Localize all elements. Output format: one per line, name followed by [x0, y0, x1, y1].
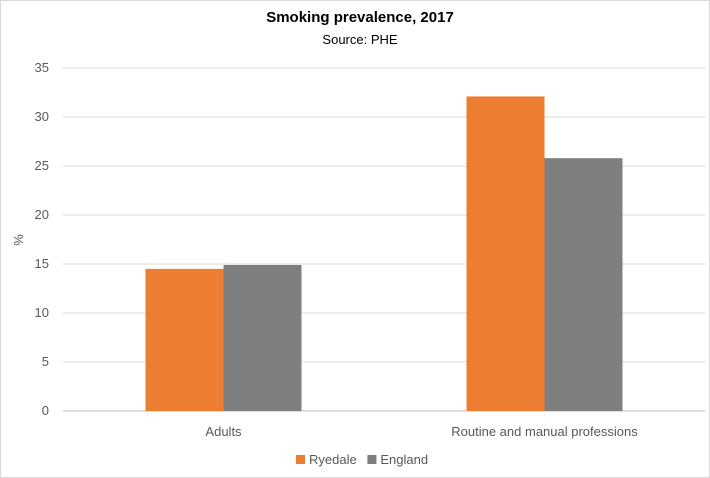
- y-tick-label: 0: [42, 403, 49, 418]
- y-tick-label: 15: [35, 256, 49, 271]
- category-label: Routine and manual professions: [451, 424, 638, 439]
- y-tick-label: 10: [35, 305, 49, 320]
- y-tick-label: 35: [35, 60, 49, 75]
- chart-subtitle: Source: PHE: [322, 32, 397, 47]
- category-labels: Adults Routine and manual professions: [205, 424, 638, 439]
- bar-ryedale-1: [145, 268, 224, 411]
- bar-england-1: [223, 264, 302, 411]
- bars: [145, 96, 623, 412]
- y-tick-labels: 0 5 10 15 20 25 30 35: [35, 60, 49, 418]
- bar-ryedale-2: [466, 96, 545, 412]
- y-tick-label: 30: [35, 109, 49, 124]
- y-tick-label: 25: [35, 158, 49, 173]
- y-tick-label: 20: [35, 207, 49, 222]
- category-label: Adults: [205, 424, 242, 439]
- legend-label-ryedale: Ryedale: [309, 452, 357, 467]
- legend: Ryedale England: [296, 452, 428, 467]
- legend-swatch-england: [367, 455, 377, 464]
- y-axis-label: %: [11, 234, 26, 246]
- legend-label-england: England: [380, 452, 428, 467]
- bar-england-2: [544, 158, 623, 411]
- chart-title: Smoking prevalence, 2017: [266, 9, 454, 26]
- y-tick-label: 5: [42, 354, 49, 369]
- legend-swatch-ryedale: [296, 455, 305, 464]
